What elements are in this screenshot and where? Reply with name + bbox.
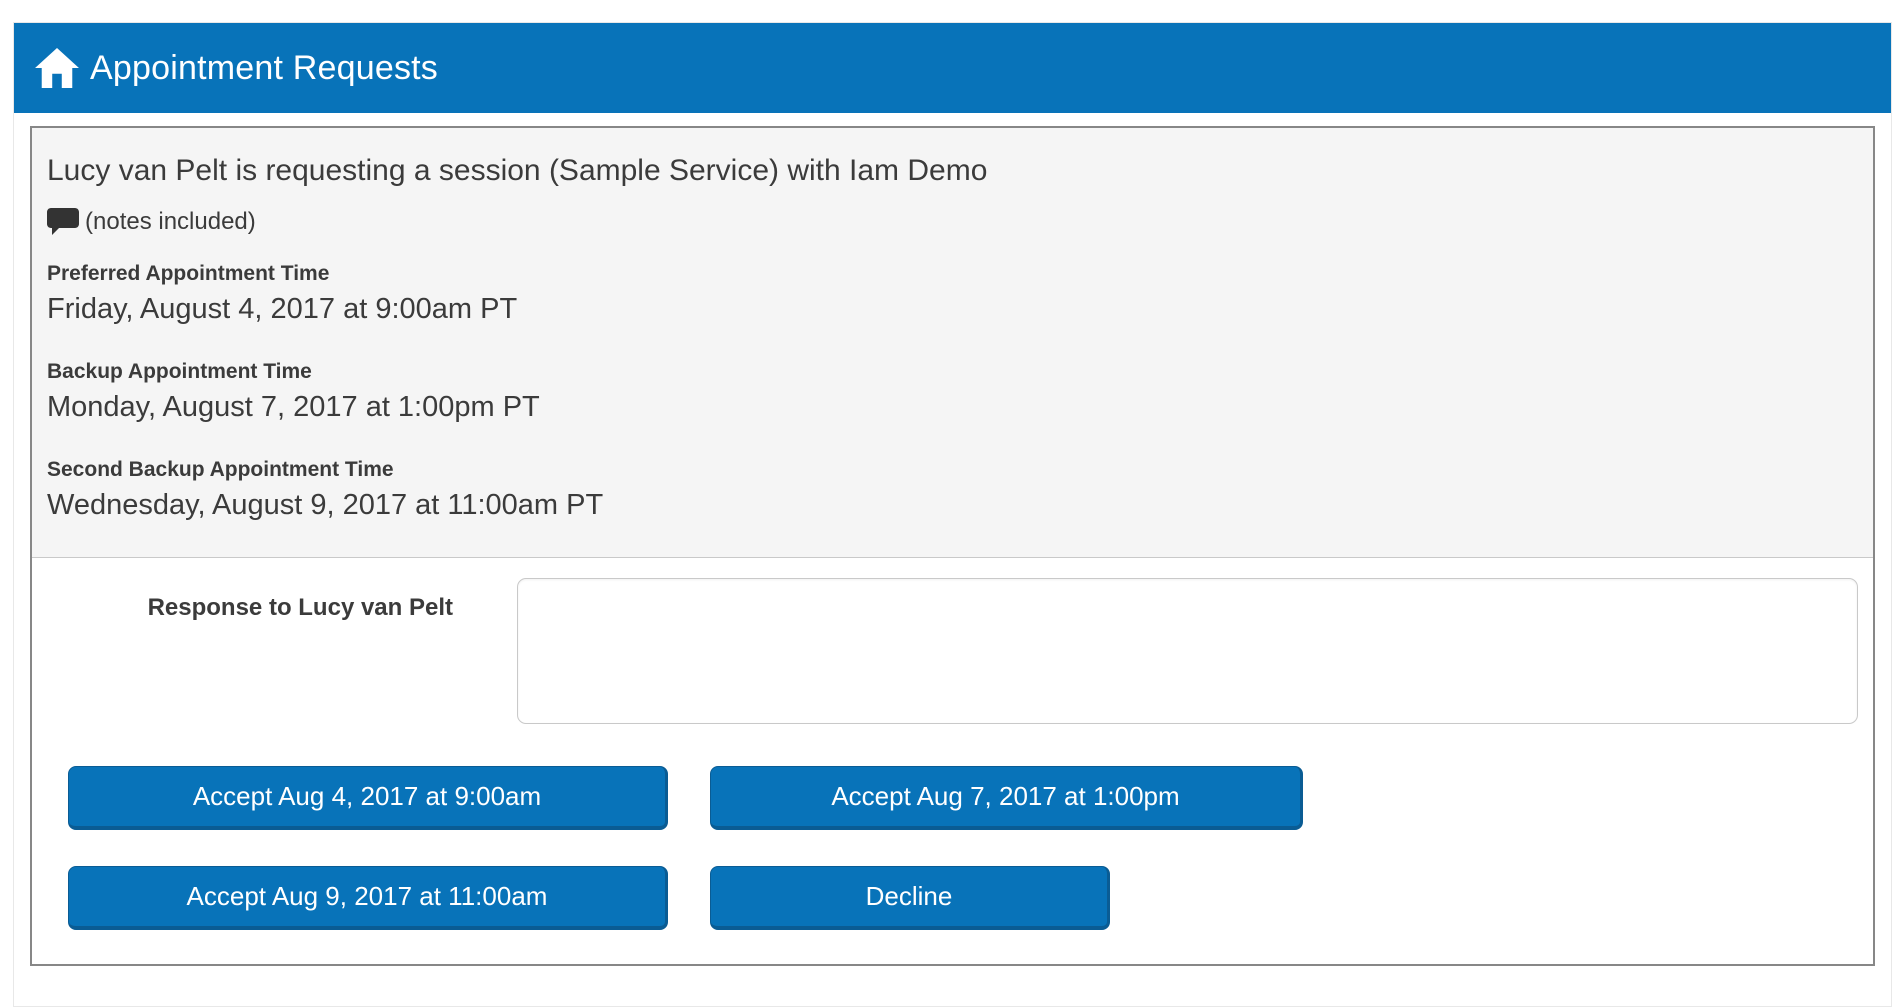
accept-aug-7-button[interactable]: Accept Aug 7, 2017 at 1:00pm [710, 765, 1303, 830]
notes-indicator-row: (notes included) [47, 207, 1858, 236]
response-label: Response to Lucy van Pelt [147, 593, 453, 621]
backup-time-value: Monday, August 7, 2017 at 1:00pm PT [47, 390, 540, 423]
page-title: Appointment Requests [90, 48, 438, 87]
backup-time-label: Backup Appointment Time [47, 359, 312, 383]
second-backup-time-label: Second Backup Appointment Time [47, 457, 394, 481]
action-row-1: Accept Aug 4, 2017 at 9:00am Accept Aug … [68, 765, 1873, 830]
action-buttons: Accept Aug 4, 2017 at 9:00am Accept Aug … [68, 765, 1873, 930]
accept-aug-4-button[interactable]: Accept Aug 4, 2017 at 9:00am [68, 765, 668, 830]
decline-button[interactable]: Decline [710, 865, 1110, 930]
backup-time-group: Backup Appointment Time Monday, August 7… [47, 360, 1858, 424]
preferred-time-label: Preferred Appointment Time [47, 261, 330, 285]
home-icon[interactable] [34, 47, 80, 89]
request-details-section: Lucy van Pelt is requesting a session (S… [32, 128, 1873, 558]
request-summary: Lucy van Pelt is requesting a session (S… [47, 154, 988, 187]
preferred-time-value: Friday, August 4, 2017 at 9:00am PT [47, 292, 518, 325]
action-row-2: Accept Aug 9, 2017 at 11:00am Decline [68, 865, 1873, 930]
second-backup-time-value: Wednesday, August 9, 2017 at 11:00am PT [47, 488, 604, 521]
page-header: Appointment Requests [14, 23, 1891, 113]
notes-indicator-label: (notes included) [85, 207, 256, 235]
appointment-requests-window: Appointment Requests Lucy van Pelt is re… [13, 22, 1892, 1007]
speech-bubble-icon [47, 207, 79, 235]
response-input[interactable] [517, 577, 1858, 724]
content-area: Lucy van Pelt is requesting a session (S… [14, 113, 1891, 966]
response-section: Response to Lucy van Pelt Accept Aug 4, … [32, 557, 1873, 964]
appointment-request-card: Lucy van Pelt is requesting a session (S… [30, 126, 1875, 966]
second-backup-time-group: Second Backup Appointment Time Wednesday… [47, 458, 1858, 522]
response-form-row: Response to Lucy van Pelt [32, 577, 1873, 724]
preferred-time-group: Preferred Appointment Time Friday, Augus… [47, 262, 1858, 326]
response-field-column [517, 577, 1858, 724]
accept-aug-9-button[interactable]: Accept Aug 9, 2017 at 11:00am [68, 865, 668, 930]
